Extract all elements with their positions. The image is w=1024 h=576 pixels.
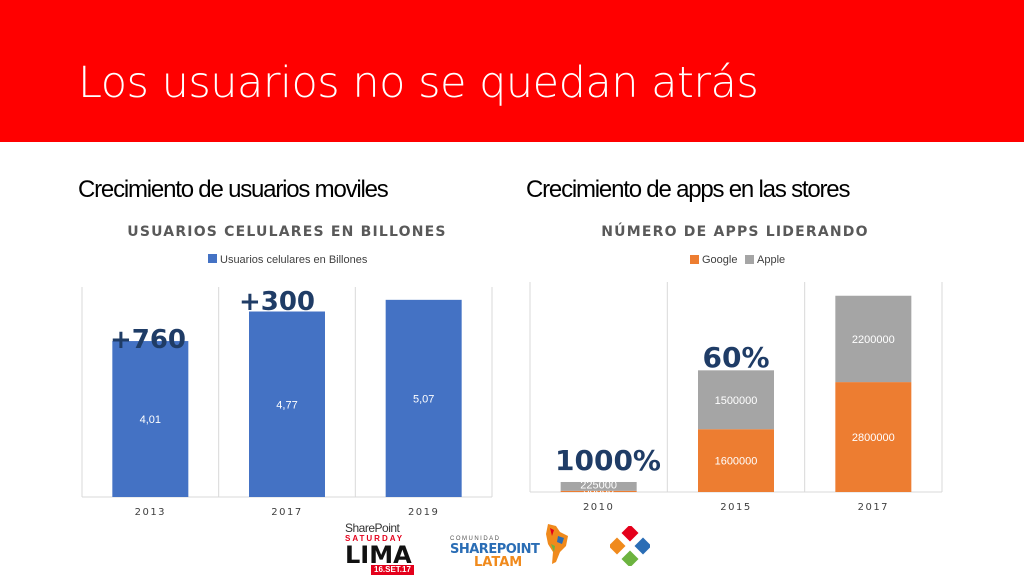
- users-bar: [112, 341, 189, 497]
- apps-x-tick: 2015: [720, 502, 751, 513]
- users-chart-title: USUARIOS CELULARES EN BILLONES: [127, 224, 446, 240]
- apps-legend-google-swatch: [690, 255, 699, 264]
- colorful-diamond-logo-icon: [608, 520, 652, 576]
- apps-chart-title: NÚMERO DE APPS LIDERANDO: [601, 222, 868, 240]
- latam-logo-line2: SHAREPOINT: [450, 542, 540, 557]
- users-legend-label: Usuarios celulares en Billones: [220, 254, 368, 266]
- apps-bar-label: 1500000: [715, 395, 758, 407]
- sharepoint-latam-logo: COMUNIDAD SHAREPOINT LATAM: [450, 520, 575, 576]
- users-x-tick: 2019: [408, 507, 439, 518]
- title-banner: [0, 0, 1024, 142]
- users-bar-label: 5,07: [413, 393, 434, 405]
- apps-x-tick: 2017: [858, 502, 889, 513]
- callout-plus-760: +760: [110, 325, 186, 355]
- users-bar-label: 4,77: [276, 399, 297, 411]
- apps-bar-google: [560, 490, 637, 492]
- apps-legend-google-label: Google: [702, 254, 737, 266]
- sps-logo-date: 16.SET.17: [371, 565, 414, 575]
- apps-bar-label: 225000: [580, 479, 617, 491]
- callout-60-percent: 60%: [702, 341, 769, 374]
- latam-logo-line1: COMUNIDAD: [450, 536, 501, 542]
- apps-legend-apple-swatch: [745, 255, 754, 264]
- latam-map-icon: [546, 524, 568, 564]
- apps-bar-apple: [698, 370, 774, 430]
- callout-1000-percent: 1000%: [555, 444, 661, 477]
- sps-logo-line3: LIMA: [345, 541, 412, 569]
- left-subtitle: Crecimiento de usuarios moviles: [78, 176, 389, 203]
- users-x-tick: 2017: [271, 507, 302, 518]
- sps-logo-line2: SATURDAY: [345, 534, 405, 543]
- apps-bar-google: [835, 382, 912, 492]
- slide-title: Los usuarios no se quedan atrás: [78, 58, 759, 108]
- sps-logo-line1: SharePoint: [345, 521, 400, 535]
- apps-bar-label: 2800000: [852, 432, 895, 444]
- users-bar: [385, 299, 462, 497]
- users-x-tick: 2013: [135, 507, 166, 518]
- sps-lima-logo: SharePoint SATURDAY LIMA 16.SET.17: [345, 520, 415, 576]
- right-subtitle: Crecimiento de apps en las stores: [526, 176, 850, 203]
- callout-plus-300: +300: [239, 287, 315, 317]
- users-legend-swatch: [208, 254, 217, 263]
- apps-chart: NÚMERO DE APPS LIDERANDO Google Apple 30…: [529, 222, 943, 513]
- apps-bar-google: [698, 429, 774, 492]
- users-chart: USUARIOS CELULARES EN BILLONES Usuarios …: [81, 224, 493, 518]
- apps-bar-label: 2200000: [852, 334, 895, 346]
- apps-legend-apple-label: Apple: [757, 254, 785, 266]
- apps-bar-apple: [835, 295, 912, 383]
- users-bar-label: 4,01: [140, 414, 161, 426]
- apps-bar-label: 1600000: [715, 456, 758, 468]
- apps-bar-apple: [560, 481, 637, 491]
- users-bar: [249, 311, 325, 497]
- latam-logo-line3: LATAM: [474, 555, 523, 570]
- apps-x-tick: 2010: [583, 502, 614, 513]
